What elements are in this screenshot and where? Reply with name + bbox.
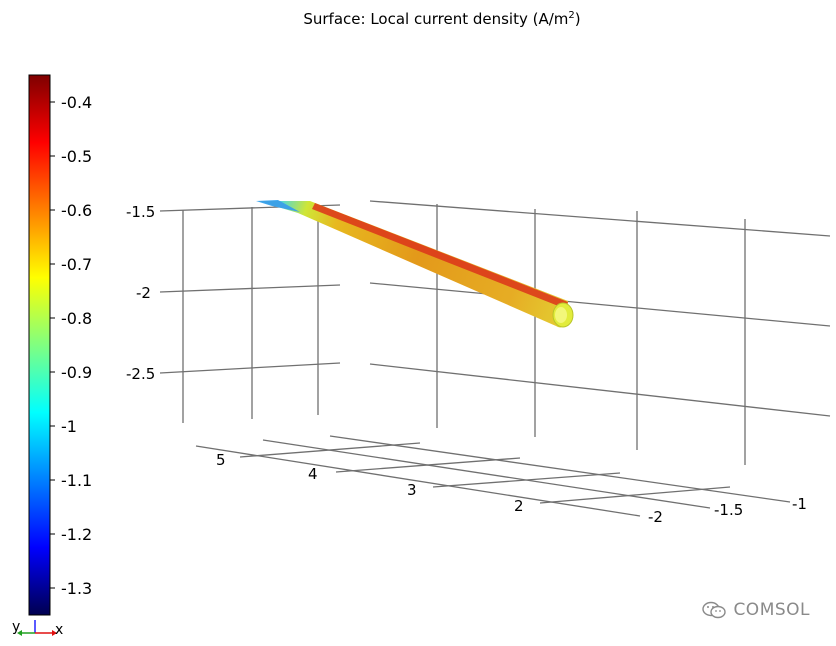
tube-body bbox=[258, 201, 568, 328]
colorbar-tick-label: -1.3 bbox=[61, 579, 92, 598]
x-tick-label: 4 bbox=[308, 465, 318, 483]
tube-tip bbox=[256, 200, 300, 212]
z-tick-label: -2 bbox=[136, 284, 151, 302]
colorbar-ticks: -0.4 -0.5 -0.6 -0.7 -0.8 -0.9 -1 -1.1 -1.2 -1.3 bbox=[50, 93, 92, 598]
triad-y-label: y bbox=[12, 619, 21, 635]
x-tick-label: 2 bbox=[514, 497, 524, 515]
z-gridline-right bbox=[369, 363, 831, 417]
floor-gridline-short bbox=[239, 442, 421, 458]
floor-gridline-short bbox=[335, 457, 521, 473]
z-gridline-right bbox=[369, 282, 831, 327]
y-tick-label: -1 bbox=[792, 495, 807, 513]
axis-triad: y x bbox=[10, 616, 70, 642]
y-tick-label: -2 bbox=[648, 508, 663, 526]
watermark-text: COMSOL bbox=[733, 600, 810, 620]
plot-title-text: Surface: Local current density (A/m bbox=[303, 10, 569, 28]
colorbar-bar bbox=[28, 74, 51, 616]
z-tick-label: -2.5 bbox=[126, 365, 155, 383]
colorbar-tick-label: -0.4 bbox=[61, 93, 92, 112]
comsol-watermark: COMSOL bbox=[701, 600, 810, 620]
colorbar-tick-label: -1 bbox=[61, 417, 77, 436]
tube-end-cap-inner bbox=[555, 307, 567, 323]
colorbar-tick-label: -0.5 bbox=[61, 147, 92, 166]
tube-shade bbox=[258, 201, 568, 328]
x-tick-label: 5 bbox=[216, 451, 226, 469]
colorbar-tick-label: -0.9 bbox=[61, 363, 92, 382]
floor-gridline-long bbox=[329, 435, 791, 503]
floor-gridline-short bbox=[539, 486, 731, 504]
colorbar-tick-label: -0.8 bbox=[61, 309, 92, 328]
floor-gridline-short bbox=[432, 472, 621, 488]
plot-title: Surface: Local current density (A/m2) bbox=[0, 10, 836, 28]
tube-top-edge bbox=[312, 203, 568, 309]
z-tick-label: -1.5 bbox=[126, 203, 155, 221]
plot-title-tail: ) bbox=[574, 10, 581, 28]
triad-x-label: x bbox=[55, 622, 64, 638]
grid-back-wall bbox=[159, 200, 831, 465]
triad-arrows bbox=[17, 620, 57, 636]
colorbar-tick-label: -1.2 bbox=[61, 525, 92, 544]
x-tick-label: 3 bbox=[407, 481, 417, 499]
plot-title-superscript: 2 bbox=[568, 10, 575, 21]
current-density-tube bbox=[256, 200, 574, 328]
colorbar-tick-label: -1.1 bbox=[61, 471, 92, 490]
colorbar-tick-label: -0.7 bbox=[61, 255, 92, 274]
z-gridline-left bbox=[159, 284, 341, 293]
wechat-icon bbox=[702, 601, 727, 619]
z-gridline-left bbox=[159, 362, 341, 374]
colorbar-tick-label: -0.6 bbox=[61, 201, 92, 220]
floor-gridline-long bbox=[262, 439, 711, 509]
z-gridline-right bbox=[369, 200, 831, 237]
axis-tick-labels: -1.5 -2 -2.5 5 4 3 2 -2 -1.5 -1 bbox=[126, 203, 807, 526]
y-tick-label: -1.5 bbox=[714, 501, 743, 519]
floor-gridline-long bbox=[195, 445, 641, 517]
grid-floor bbox=[195, 435, 791, 517]
